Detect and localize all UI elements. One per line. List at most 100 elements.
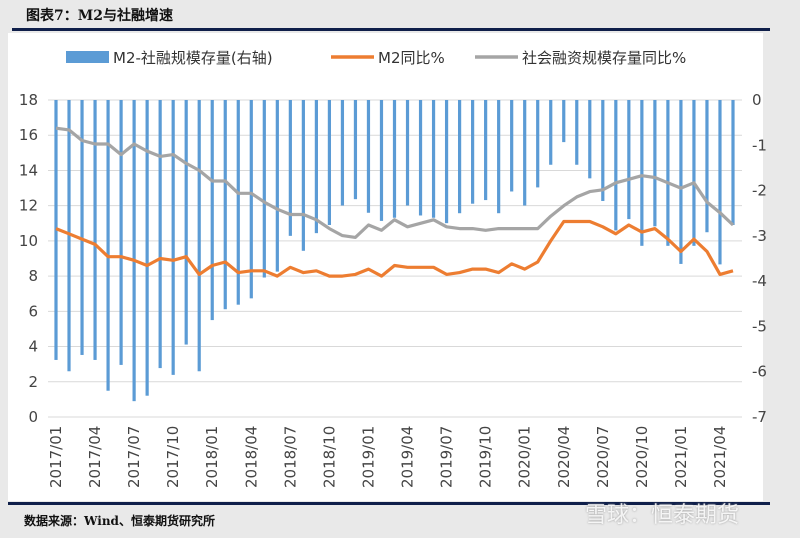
x-axis-tick-label: 2018/01 [203,426,221,488]
left-axis-tick-label: 8 [28,267,38,285]
bar [523,100,527,206]
right-axis-tick-label: -3 [752,227,767,245]
bar [340,100,345,206]
bar [366,100,371,213]
bar [132,100,136,402]
right-axis-tick-label: -7 [752,408,767,426]
bar [223,100,227,310]
bar [184,100,188,345]
bar [80,100,84,355]
bar [145,100,149,396]
bar [679,100,683,264]
bar [471,100,475,204]
bar [497,100,501,214]
left-axis-tick-label: 0 [28,408,38,426]
bar [653,100,657,227]
bar [484,100,488,201]
x-axis-tick-label: 2020/07 [594,426,612,488]
bar [249,100,253,299]
bar [614,100,618,231]
right-axis-tick-label: -1 [752,136,767,154]
bar [301,100,305,251]
bar [431,100,436,218]
bar [575,100,579,165]
bar [236,100,240,305]
bar [444,100,449,224]
x-axis-tick-label: 2019/01 [359,426,377,488]
bar [327,100,332,225]
bar [314,100,318,234]
bar [731,100,735,225]
left-axis-tick-label: 4 [28,338,38,356]
chart-title: 图表7：M2与社融增速 [26,8,173,24]
bar [562,100,566,143]
x-axis-tick-label: 2018/07 [281,426,299,488]
bar [210,100,214,321]
x-axis-tick-label: 2018/10 [320,426,338,488]
bar [379,100,384,221]
footer-divider [8,502,770,505]
watermark: 雪球：恒泰期货 [585,503,740,528]
x-axis-tick-label: 2019/04 [399,426,417,488]
bar [418,100,423,216]
bar [536,100,540,188]
legend-label: M2-社融规模存量(右轴) [113,49,273,67]
x-axis-tick-label: 2021/01 [672,426,690,488]
left-axis-tick-label: 16 [19,126,38,144]
legend-label: M2同比% [378,49,445,67]
bar [705,100,709,233]
bar [106,100,110,391]
x-axis-tick-label: 2021/04 [711,426,729,488]
bar [93,100,97,360]
x-axis-tick-label: 2017/07 [125,426,143,488]
bar [718,100,722,265]
left-axis-tick-label: 6 [28,302,38,320]
left-axis-tick-label: 10 [19,232,38,250]
bar [197,100,201,372]
left-axis-tick-label: 14 [19,161,38,179]
left-axis-tick-label: 12 [19,197,38,215]
bar [262,100,266,278]
x-axis-tick-label: 2020/01 [516,426,534,488]
x-axis-tick-label: 2017/04 [86,426,104,488]
bar [119,100,123,365]
x-axis-tick-label: 2020/04 [555,426,573,488]
left-axis-tick-label: 2 [28,373,38,391]
social-financing-line [55,126,735,239]
bar [392,100,397,218]
source-note: 数据来源：Wind、恒泰期货研究所 [24,514,215,528]
x-axis-tick-label: 2017/10 [164,426,182,488]
bar [405,100,410,206]
right-axis-tick-label: -6 [752,363,767,381]
right-axis-tick-label: 0 [752,91,762,109]
legend-label: 社会融资规模存量同比% [522,49,686,67]
x-axis-tick-label: 2018/04 [242,426,260,488]
right-axis-tick-label: -2 [752,182,767,200]
bar [288,100,292,236]
bar [158,100,162,369]
right-axis-tick-label: -5 [752,317,767,335]
bar [692,100,696,246]
bar [601,100,605,201]
left-axis-tick-label: 18 [19,91,38,109]
bar [627,100,631,220]
bar [457,100,462,214]
x-axis-tick-label: 2019/10 [477,426,495,488]
bar [275,100,279,272]
x-axis-tick-label: 2020/10 [633,426,651,488]
bar [510,100,514,192]
right-axis-tick-label: -4 [752,272,767,290]
bar [666,100,670,246]
bar [549,100,553,165]
legend-swatch-bar [66,51,109,63]
header-divider [12,28,770,31]
bar [67,100,71,372]
x-axis-tick-label: 2017/01 [47,426,65,488]
bar [588,100,592,179]
bar [353,100,358,200]
x-axis-tick-label: 2019/07 [438,426,456,488]
bar [640,100,644,246]
bar [171,100,175,375]
m2-line [55,219,734,278]
